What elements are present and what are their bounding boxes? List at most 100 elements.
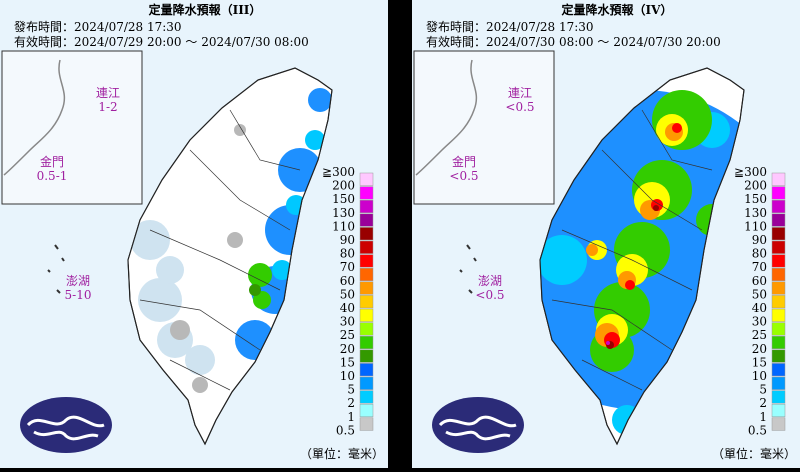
penghu-dots [459, 244, 477, 294]
legend-swatch [359, 254, 374, 268]
island-amount: <0.5 [475, 288, 504, 302]
valid-time: 有效時間：2024/07/29 20:00 ～ 2024/07/30 08:00 [14, 34, 309, 49]
cwa-logo-swirl [438, 415, 517, 441]
legend-label: 90 [752, 233, 767, 247]
issue-time: 發布時間：2024/07/28 17:30 [14, 19, 182, 34]
county-lines [551, 109, 713, 391]
legend-label: 30 [340, 315, 355, 329]
inset-coast [415, 59, 478, 176]
taiwan-outline [127, 67, 333, 446]
rain-blob [156, 256, 184, 284]
legend-label: 60 [340, 274, 355, 288]
cwa-logo [432, 397, 524, 453]
legend-swatch [359, 363, 374, 377]
island-amount: <0.5 [505, 100, 534, 114]
legend-label: 30 [752, 315, 767, 329]
legend-label: 2 [759, 396, 767, 410]
rain-blob [653, 205, 659, 211]
rain-blob [272, 260, 292, 280]
legend-swatch [771, 308, 786, 322]
legend-label: 70 [340, 260, 355, 274]
penghu-dots [47, 244, 65, 294]
rain-blob [170, 320, 190, 340]
island-name: 金門 [40, 154, 64, 169]
legend-swatch [359, 186, 374, 200]
legend-label: 1 [759, 410, 767, 424]
rain-blob [253, 291, 271, 309]
legend-unit: （單位：毫米） [712, 446, 796, 461]
rain-blob [248, 263, 272, 287]
rain-blob [586, 244, 598, 256]
cwa-logo-swirl [26, 415, 105, 441]
island-name: 澎湖 [478, 273, 502, 288]
legend-label: 130 [332, 206, 355, 220]
island-amount: 5-10 [65, 288, 92, 302]
rain-blob [305, 130, 325, 150]
legend-unit: （單位：毫米） [300, 446, 384, 461]
county-lines [139, 109, 301, 391]
rain-blob [234, 124, 246, 136]
panel-title: 定量降水預報（IV） [562, 2, 673, 17]
legend-label: 150 [332, 192, 355, 206]
legend-swatch [771, 417, 786, 431]
legend-swatch [359, 349, 374, 363]
legend-label: 0.5 [748, 423, 767, 437]
legend-swatch [359, 335, 374, 350]
legend-swatch [771, 281, 786, 295]
legend-swatch [359, 295, 374, 309]
legend-swatch [359, 417, 374, 431]
legend-label: 40 [752, 301, 767, 315]
legend-swatch [771, 295, 786, 309]
legend-label: 110 [744, 219, 767, 233]
rain-blob [192, 377, 208, 393]
legend-swatch [771, 240, 786, 254]
legend-swatch [771, 267, 786, 282]
forecast-panel: 定量降水預報（III） 發布時間：2024/07/28 17:30有效時間：202… [0, 0, 388, 468]
rain-blob [672, 123, 682, 133]
legend-label: 10 [340, 369, 355, 383]
legend-swatch [359, 199, 374, 214]
legend-label: 0.5 [336, 423, 355, 437]
rain-blob [540, 235, 587, 285]
legend-label: 80 [340, 247, 355, 261]
legend-swatch [359, 376, 374, 390]
legend-swatch [359, 390, 374, 404]
island-name: 金門 [452, 154, 476, 169]
cwa-logo [20, 397, 112, 453]
legend-swatch [359, 281, 374, 295]
legend-swatch [359, 227, 374, 241]
legend-label: 200 [744, 179, 767, 193]
legend-label: 110 [332, 219, 355, 233]
legend-label: 2 [347, 396, 355, 410]
legend-label: 20 [340, 342, 355, 356]
legend-swatch [771, 227, 786, 241]
rain-blob [249, 284, 261, 296]
legend-label: 10 [752, 369, 767, 383]
legend-swatch [771, 390, 786, 404]
legend-swatch [359, 240, 374, 254]
legend-swatch [771, 335, 786, 350]
legend-label: 200 [332, 179, 355, 193]
legend-label: ≧300 [322, 165, 355, 179]
legend-label: 15 [340, 355, 355, 369]
inset-box [1, 50, 143, 205]
legend-swatch [771, 199, 786, 214]
legend-swatch [359, 322, 374, 336]
legend-label: 5 [347, 383, 355, 397]
legend-label: 130 [744, 206, 767, 220]
rain-blob [185, 345, 215, 375]
legend-label: 90 [340, 233, 355, 247]
legend-label: 60 [752, 274, 767, 288]
legend-label: 25 [340, 328, 355, 342]
legend-label: 50 [340, 287, 355, 301]
island-amount: <0.5 [449, 169, 478, 183]
legend-label: 25 [752, 328, 767, 342]
island-amount: 0.5-1 [37, 169, 68, 183]
legend-swatch [771, 363, 786, 377]
panel-title: 定量降水預報（III） [149, 2, 262, 17]
valid-time: 有效時間：2024/07/30 08:00 ～ 2024/07/30 20:00 [426, 34, 721, 49]
legend-label: ≧300 [734, 165, 767, 179]
legend-swatch [771, 403, 786, 418]
legend-swatch [359, 172, 374, 186]
